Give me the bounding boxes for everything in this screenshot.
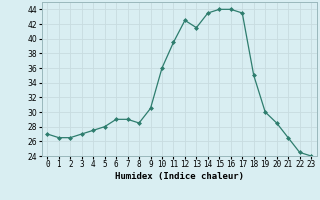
X-axis label: Humidex (Indice chaleur): Humidex (Indice chaleur) xyxy=(115,172,244,181)
